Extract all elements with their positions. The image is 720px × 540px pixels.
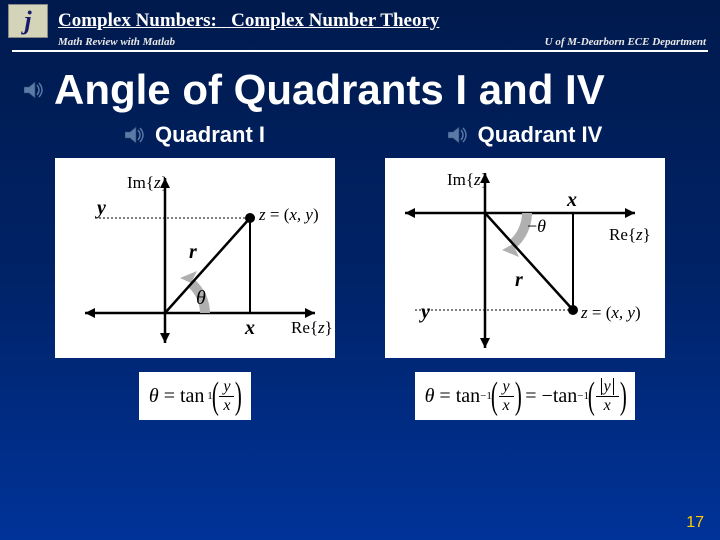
svg-text:Im{z}: Im{z} [127, 173, 169, 192]
subheader-left: Math Review with Matlab [58, 36, 175, 48]
svg-text:z = (x, y): z = (x, y) [258, 205, 319, 224]
breadcrumb-section: Complex Numbers: [58, 10, 217, 31]
svg-text:Im{z}: Im{z} [447, 170, 489, 189]
formula-num: y [499, 378, 514, 397]
breadcrumb: Complex Numbers: Complex Number Theory [58, 10, 439, 32]
formula-den: x [219, 397, 234, 415]
page-title: Angle of Quadrants I and IV [54, 66, 605, 114]
svg-text:Re{z}: Re{z} [291, 318, 333, 337]
speaker-icon [24, 81, 44, 99]
svg-text:z = (x, y): z = (x, y) [580, 303, 641, 322]
speaker-icon [125, 126, 145, 144]
page-number: 17 [686, 514, 704, 532]
diagram-quadrant-1: Im{z} Re{z} y x r θ z = (x, y) [55, 158, 335, 358]
formula-lhs: θ [425, 385, 435, 408]
svg-text:−θ: −θ [527, 216, 546, 236]
formula-rhs-den: x [600, 397, 615, 415]
columns: Quadrant I Im{z} Re{z} y x r [0, 122, 720, 420]
formula-func: tan [180, 385, 204, 408]
col-left-header: Quadrant I [125, 122, 265, 148]
column-right: Quadrant IV Im{z} Re{z} y x r [370, 122, 680, 420]
svg-text:θ: θ [196, 287, 206, 309]
formula-rhs-num: y [596, 378, 619, 397]
formula-right: θ = tan−1 ( y x ) = −tan−1 ( y x ) [415, 372, 636, 420]
svg-text:y: y [419, 301, 430, 323]
svg-text:x: x [566, 189, 577, 211]
svg-text:Re{z}: Re{z} [609, 225, 651, 244]
col-right-title: Quadrant IV [478, 122, 603, 148]
subheader: Math Review with Matlab U of M-Dearborn … [0, 36, 720, 48]
formula-lhs: θ [149, 385, 159, 408]
column-left: Quadrant I Im{z} Re{z} y x r [40, 122, 350, 420]
formula-num: y [219, 378, 234, 397]
svg-text:y: y [95, 197, 106, 219]
formula-left: θ = tan 1 ( y x ) [139, 372, 251, 420]
header-bar: j Complex Numbers: Complex Number Theory [0, 0, 720, 38]
logo: j [8, 4, 48, 38]
svg-text:r: r [515, 269, 523, 291]
col-right-header: Quadrant IV [448, 122, 603, 148]
speaker-icon [448, 126, 468, 144]
svg-text:r: r [189, 241, 197, 263]
formula-den: x [499, 397, 514, 415]
subheader-right: U of M-Dearborn ECE Department [545, 36, 706, 48]
breadcrumb-topic: Complex Number Theory [231, 10, 439, 31]
diagram-quadrant-4: Im{z} Re{z} y x r −θ z = (x, y) [385, 158, 665, 358]
title-row: Angle of Quadrants I and IV [0, 52, 720, 122]
svg-text:x: x [244, 317, 255, 339]
formula-func: tan [456, 385, 480, 408]
col-left-title: Quadrant I [155, 122, 265, 148]
